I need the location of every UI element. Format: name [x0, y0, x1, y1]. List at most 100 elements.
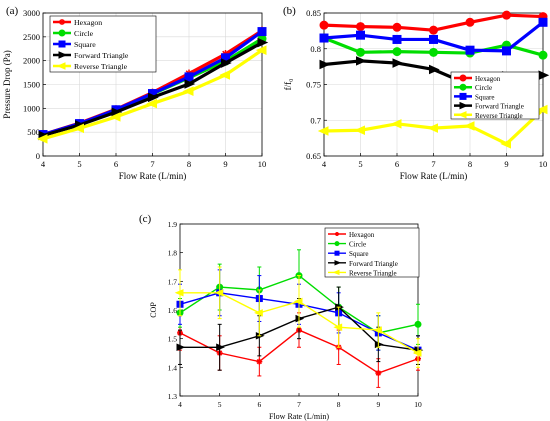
data-point [319, 59, 331, 70]
data-point [148, 92, 159, 103]
data-point [184, 79, 196, 89]
data-point [221, 58, 232, 68]
data-point [333, 323, 343, 331]
data-point [184, 72, 194, 82]
data-point [356, 56, 367, 66]
x-tick-label: 9 [376, 400, 380, 409]
x-tick-label: 5 [77, 159, 81, 169]
data-point [414, 320, 422, 328]
data-point [373, 326, 382, 334]
legend-label: Forward Triangle [475, 103, 524, 111]
legend-label: Circle [74, 29, 94, 38]
chart-panel-0: (a) 4 5 6 7 8 9 10 0 500 1000 1500 2000 2500 3000 Flow … [2, 5, 269, 181]
data-point-stroke [375, 370, 381, 376]
data-point [538, 17, 548, 27]
x-tick-label: 5 [218, 400, 222, 409]
data-point [335, 232, 339, 236]
data-point [109, 112, 121, 122]
data-point [538, 70, 550, 80]
data-point [58, 40, 66, 48]
y-tick-label: 500 [27, 127, 40, 137]
legend-label: Hexagon [349, 231, 375, 239]
y-tick-label: 1.3 [168, 392, 178, 401]
data-point [459, 92, 467, 100]
data-point [255, 45, 267, 55]
x-tick-label: 6 [114, 159, 118, 169]
panel-label: (b) [283, 5, 296, 17]
data-point [219, 70, 230, 80]
data-point [256, 358, 263, 365]
panel-label: (a) [6, 5, 19, 17]
data-point [457, 111, 467, 119]
data-point [58, 29, 66, 37]
data-point [56, 62, 66, 70]
data-point-stroke [335, 232, 339, 236]
data-point [392, 47, 402, 57]
legend-label: Circle [349, 241, 366, 249]
x-tick-label: 10 [539, 159, 548, 169]
x-tick-label: 4 [322, 159, 327, 169]
y-tick-label: 0.75 [306, 80, 321, 90]
y-tick-label: 1.6 [168, 306, 178, 315]
data-point [36, 134, 48, 144]
data-point [174, 289, 184, 297]
data-point [390, 119, 402, 129]
y-tick-label: 1.5 [168, 335, 178, 344]
y-tick-label: 2000 [23, 56, 40, 66]
data-point [73, 123, 84, 134]
legend-label: Reverse Triangle [349, 269, 397, 277]
x-tick-label: 7 [431, 159, 435, 169]
y-tick-label: 3000 [23, 8, 40, 18]
data-point [536, 104, 548, 115]
y-axis-label: COP [149, 302, 158, 318]
data-point [293, 297, 303, 306]
data-point [356, 22, 365, 32]
data-point [429, 47, 438, 57]
x-tick-label: 4 [178, 400, 182, 409]
legend-label: Circle [475, 84, 492, 92]
data-point [182, 86, 194, 96]
x-axis-label: Flow Rate (L/min) [269, 412, 329, 421]
data-point [176, 343, 186, 352]
data-point [334, 250, 340, 256]
legend-label: Square [349, 250, 368, 258]
x-tick-label: 10 [258, 159, 267, 169]
data-point [332, 269, 340, 276]
data-point [459, 101, 469, 110]
y-axis-label: Pressure Drop (Pa) [2, 50, 12, 118]
x-tick-label: 10 [414, 400, 422, 409]
series-reverse-triangle [36, 45, 267, 144]
data-point [502, 46, 511, 56]
x-tick-label: 6 [257, 400, 261, 409]
x-tick-label: 9 [223, 159, 227, 169]
series-square [319, 17, 548, 56]
data-point [356, 30, 365, 40]
data-point [254, 309, 263, 317]
data-point [375, 370, 382, 377]
data-point [427, 123, 438, 133]
legend-label: Forward Triangle [74, 51, 129, 60]
legend-label: Square [74, 40, 96, 49]
y-tick-label: 1.8 [168, 249, 178, 258]
data-point [429, 34, 438, 44]
data-point [356, 47, 365, 57]
legend-label: Reverse Triangle [475, 112, 523, 120]
x-tick-label: 8 [187, 159, 191, 169]
data-point [257, 27, 267, 37]
y-tick-label: 0.7 [310, 115, 321, 125]
chart-panel-2: (c) 4 5 6 7 8 9 10 1.3 1.4 1.5 1.6 1.7 1.8 1.9 Flow Rat… [139, 213, 424, 421]
chart-panel-1: (b) 4 5 6 7 8 9 10 0.65 0.7 0.75 0.8 0.85 Flow Rate (… [283, 5, 550, 181]
y-tick-label: 1500 [23, 80, 40, 90]
data-point [412, 349, 422, 357]
x-tick-label: 8 [468, 159, 472, 169]
data-point [465, 45, 475, 55]
data-point [334, 260, 342, 266]
x-tick-label: 4 [41, 159, 46, 169]
data-point [58, 51, 68, 59]
data-point [319, 33, 329, 43]
panel-label: (c) [139, 213, 152, 225]
legend-label: Square [475, 93, 494, 101]
y-tick-label: 0.8 [310, 44, 321, 54]
